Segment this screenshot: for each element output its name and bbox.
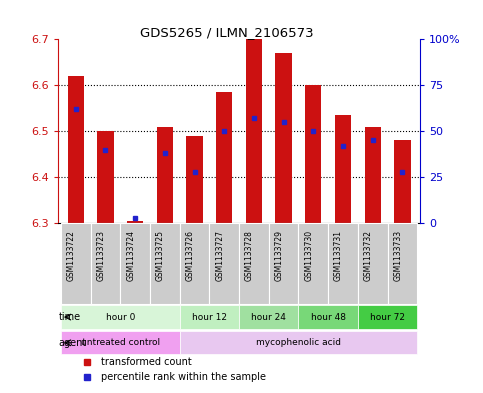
Bar [365, 127, 381, 223]
Bar [335, 115, 351, 223]
Text: untreated control: untreated control [81, 338, 160, 347]
FancyBboxPatch shape [387, 223, 417, 304]
Text: time: time [58, 312, 81, 322]
Text: GSM1133732: GSM1133732 [364, 230, 373, 281]
Bar [156, 127, 173, 223]
Text: transformed count: transformed count [101, 357, 192, 367]
FancyBboxPatch shape [358, 223, 387, 304]
Text: GSM1133723: GSM1133723 [97, 230, 105, 281]
FancyBboxPatch shape [298, 223, 328, 304]
FancyBboxPatch shape [61, 331, 180, 354]
FancyBboxPatch shape [358, 305, 417, 329]
Text: hour 48: hour 48 [311, 312, 346, 321]
FancyBboxPatch shape [269, 223, 298, 304]
Bar [394, 140, 411, 223]
Bar [275, 53, 292, 223]
Text: GSM1133733: GSM1133733 [393, 230, 402, 281]
Text: GSM1133730: GSM1133730 [304, 230, 313, 281]
Bar [186, 136, 203, 223]
Bar [305, 85, 322, 223]
Text: agent: agent [58, 338, 87, 348]
FancyBboxPatch shape [180, 223, 210, 304]
Text: hour 12: hour 12 [192, 312, 227, 321]
Text: GSM1133724: GSM1133724 [126, 230, 135, 281]
Text: GSM1133726: GSM1133726 [185, 230, 195, 281]
Text: GSM1133729: GSM1133729 [275, 230, 284, 281]
Text: GSM1133728: GSM1133728 [245, 230, 254, 281]
FancyBboxPatch shape [61, 305, 180, 329]
FancyBboxPatch shape [210, 223, 239, 304]
FancyBboxPatch shape [328, 223, 358, 304]
Text: hour 24: hour 24 [251, 312, 286, 321]
Text: hour 0: hour 0 [106, 312, 135, 321]
Bar [246, 39, 262, 223]
Text: GDS5265 / ILMN_2106573: GDS5265 / ILMN_2106573 [140, 26, 314, 39]
Text: percentile rank within the sample: percentile rank within the sample [101, 373, 267, 382]
Bar [127, 221, 143, 223]
Bar [68, 76, 84, 223]
Text: GSM1133725: GSM1133725 [156, 230, 165, 281]
Text: mycophenolic acid: mycophenolic acid [256, 338, 341, 347]
FancyBboxPatch shape [180, 305, 239, 329]
FancyBboxPatch shape [61, 223, 91, 304]
FancyBboxPatch shape [298, 305, 358, 329]
FancyBboxPatch shape [150, 223, 180, 304]
Bar [216, 92, 232, 223]
FancyBboxPatch shape [91, 223, 120, 304]
Text: GSM1133727: GSM1133727 [215, 230, 224, 281]
FancyBboxPatch shape [239, 305, 298, 329]
FancyBboxPatch shape [120, 223, 150, 304]
Text: hour 72: hour 72 [370, 312, 405, 321]
FancyBboxPatch shape [239, 223, 269, 304]
Text: GSM1133731: GSM1133731 [334, 230, 343, 281]
FancyBboxPatch shape [180, 331, 417, 354]
Text: GSM1133722: GSM1133722 [67, 230, 76, 281]
Bar [97, 131, 114, 223]
